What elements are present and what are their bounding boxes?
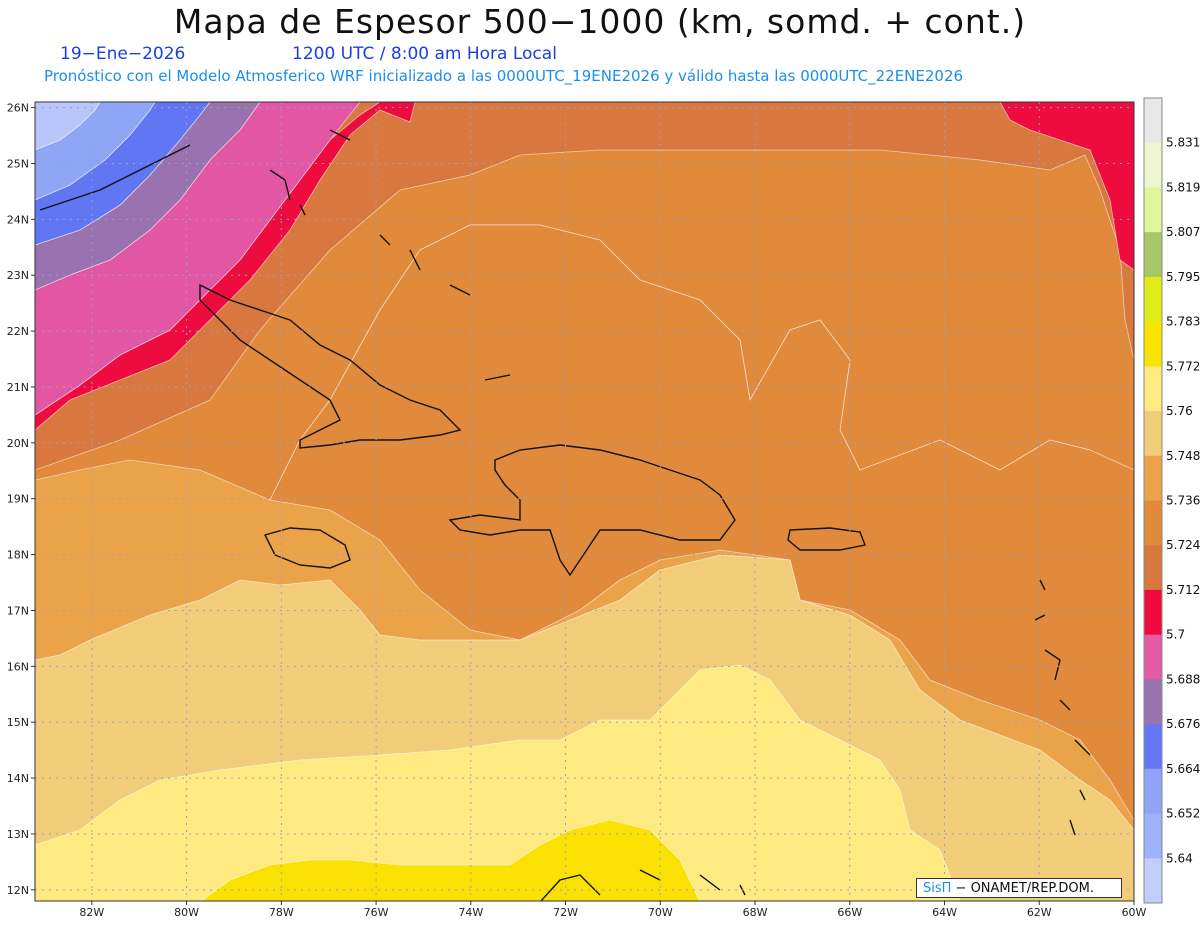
credit-text: − ONAMET/REP.DOM. xyxy=(951,881,1094,896)
latitude-label: 16N xyxy=(7,660,29,673)
colorbar-swatch xyxy=(1144,366,1162,412)
forecast-time: 1200 UTC / 8:00 am Hora Local xyxy=(292,44,557,64)
colorbar: 5.831 5.819 5.807 5.795 5.783 5.772 5.76 5.748 5… xyxy=(1143,97,1200,904)
colorbar-swatch xyxy=(1144,411,1162,457)
filled-contours xyxy=(35,102,1134,901)
latitude-label: 14N xyxy=(7,772,29,785)
colorbar-label: 5.736 xyxy=(1166,494,1200,508)
map-frame xyxy=(34,101,1135,902)
south-america-coastline xyxy=(539,869,746,901)
latitude-label: 18N xyxy=(7,549,29,562)
colorbar-label: 5.772 xyxy=(1166,359,1200,373)
colorbar-label: 5.783 xyxy=(1166,315,1200,329)
longitude-label: 70W xyxy=(648,906,673,919)
latitude-label: 21N xyxy=(7,381,29,394)
latitude-label: 15N xyxy=(7,716,29,729)
colorbar-label: 5.724 xyxy=(1166,538,1200,552)
longitude-label: 66W xyxy=(837,906,862,919)
forecast-date: 19−Ene−2026 xyxy=(60,44,186,64)
contour-5700-northeast xyxy=(999,102,1134,271)
colorbar-label: 5.676 xyxy=(1166,717,1200,731)
colorbar-frame xyxy=(1143,97,1163,904)
longitude-label: 72W xyxy=(553,906,578,919)
longitude-labels: 82W 80W 78W 76W 74W 72W 70W 68W 66W 64W 62W 60W xyxy=(79,901,1147,919)
colorbar-label: 5.712 xyxy=(1166,583,1200,597)
bahamas-coastline xyxy=(269,129,511,381)
colorbar-label: 5.64 xyxy=(1166,851,1193,865)
forecast-description: Pronóstico con el Modelo Atmosferico WRF… xyxy=(44,67,964,85)
longitude-label: 60W xyxy=(1122,906,1147,919)
latitude-label: 20N xyxy=(7,437,29,450)
map-title: Mapa de Espesor 500−1000 (km, somd. + co… xyxy=(173,2,1027,41)
latitude-label: 12N xyxy=(7,884,29,897)
longitude-label: 64W xyxy=(932,906,957,919)
colorbar-swatch xyxy=(1144,500,1162,546)
contour-5772 xyxy=(200,819,700,901)
longitude-label: 62W xyxy=(1027,906,1052,919)
colorbar-swatch xyxy=(1144,679,1162,725)
latitude-label: 24N xyxy=(7,213,29,226)
colorbar-swatch xyxy=(1144,589,1162,636)
colorbar-swatch xyxy=(1144,187,1162,233)
longitude-label: 80W xyxy=(174,906,199,919)
contour-5760 xyxy=(35,664,961,901)
colorbar-label: 5.664 xyxy=(1166,762,1200,776)
puerto-rico-coastline xyxy=(787,527,866,551)
contour-5640 xyxy=(35,102,101,151)
colorbar-swatch xyxy=(1144,276,1162,323)
colorbar-swatch xyxy=(1144,545,1162,591)
latitude-label: 19N xyxy=(7,493,29,506)
contour-5724-center xyxy=(269,224,1134,821)
colorbar-swatch xyxy=(1144,232,1162,278)
lesser-antilles-coastline xyxy=(1034,579,1091,836)
longitude-label: 68W xyxy=(743,906,768,919)
colorbar-label: 5.748 xyxy=(1166,449,1200,463)
sispi-logo: SisΠ xyxy=(923,881,952,896)
colorbar-label: 5.819 xyxy=(1166,180,1200,194)
colorbar-swatch xyxy=(1144,98,1162,144)
longitude-label: 74W xyxy=(458,906,483,919)
colorbar-label: 5.7 xyxy=(1166,628,1185,642)
latitude-label: 22N xyxy=(7,325,29,338)
colorbar-swatch xyxy=(1144,724,1162,770)
colorbar-swatch xyxy=(1144,768,1162,815)
latitude-label: 25N xyxy=(7,157,29,170)
latitude-label: 13N xyxy=(7,828,29,841)
colorbar-swatch xyxy=(1144,142,1162,188)
latitude-label: 17N xyxy=(7,604,29,617)
longitude-label: 78W xyxy=(269,906,294,919)
hispaniola-coastline xyxy=(448,444,736,577)
cuba-coastline xyxy=(199,283,462,449)
colorbar-swatch xyxy=(1144,321,1162,367)
colorbar-swatch xyxy=(1144,455,1162,501)
florida-keys-coastline xyxy=(39,144,191,211)
latitude-labels: 26N 25N 24N 23N 22N 21N 20N 19N 18N 17N 16N 15N 14N 1… xyxy=(7,102,35,897)
colorbar-label: 5.831 xyxy=(1166,136,1200,150)
credit-box: SisΠ − ONAMET/REP.DOM. xyxy=(916,878,1122,898)
colorbar-label: 5.688 xyxy=(1166,672,1200,686)
latitude-label: 23N xyxy=(7,269,29,282)
coastlines xyxy=(39,129,1091,901)
longitude-label: 82W xyxy=(79,906,104,919)
jamaica-coastline xyxy=(263,527,351,569)
graticule xyxy=(35,102,1135,901)
colorbar-label: 5.76 xyxy=(1166,404,1193,418)
colorbar-swatch xyxy=(1144,858,1162,904)
colorbar-label: 5.652 xyxy=(1166,807,1200,821)
longitude-label: 76W xyxy=(364,906,389,919)
colorbar-swatch xyxy=(1144,813,1162,859)
colorbar-swatch xyxy=(1144,634,1162,680)
colorbar-label: 5.807 xyxy=(1166,225,1200,239)
colorbar-label: 5.795 xyxy=(1166,270,1200,284)
latitude-label: 26N xyxy=(7,102,29,115)
